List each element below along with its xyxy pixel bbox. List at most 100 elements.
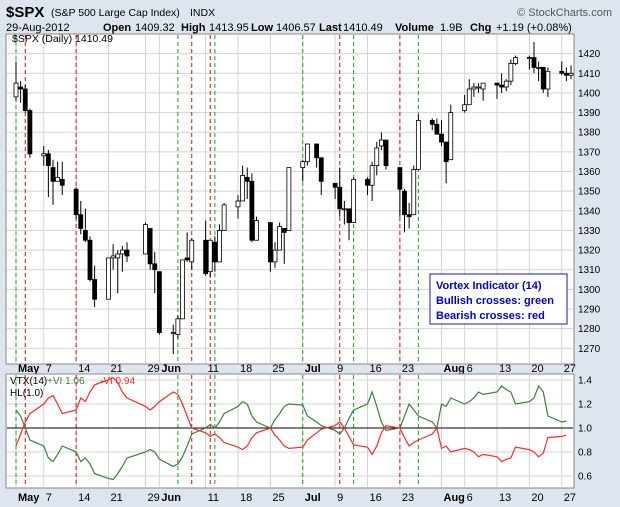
candle-up (286, 167, 292, 231)
candle-up (207, 239, 213, 273)
candle-down (184, 257, 190, 261)
candle-up (115, 253, 121, 259)
candle-down (78, 214, 84, 229)
vortex-x-tick-label: 20 (531, 492, 543, 504)
candle-up (170, 332, 176, 334)
candle-up (272, 249, 278, 263)
price-y-tick-label: 1310 (578, 265, 601, 276)
candle-down (429, 120, 435, 125)
vortex-x-axis: May 7 14 21 29 Jun 11 18 25 Jul 9 16 23 Aug 6 13 20 27 (18, 492, 576, 504)
vortex-x-tick-label: 18 (240, 492, 252, 504)
candle-up (41, 153, 47, 157)
candle-down (203, 239, 209, 275)
candle-down (397, 167, 403, 190)
candle-down (337, 186, 343, 210)
vortex-y-tick-label: 1.0 (578, 424, 592, 435)
vortex-legend-box (429, 273, 568, 325)
candle-down (281, 228, 287, 233)
price-y-tick-label: 1320 (578, 246, 601, 257)
candle-up (480, 82, 486, 90)
price-cross-lines (15, 35, 419, 363)
candle-up (300, 161, 306, 168)
hl-legend-label: HL(1.0) (10, 388, 43, 399)
candle-down (494, 82, 500, 86)
low-value: 1406.57 (276, 22, 316, 34)
candle-up (476, 86, 481, 89)
candle-up (536, 66, 542, 69)
candle-down (22, 88, 28, 112)
price-x-tick-label: 21 (111, 363, 123, 375)
candle-up (277, 226, 283, 251)
price-x-tick-label: 13 (499, 363, 511, 375)
vortex-cross-lines (15, 375, 419, 487)
price-y-tick-label: 1290 (578, 305, 601, 316)
price-y-tick-label: 1370 (578, 147, 601, 158)
price-y-tick-label: 1420 (578, 49, 601, 60)
candle-down (73, 188, 79, 216)
vortex-y-axis: 0.6 0.8 1.0 1.2 1.4 (578, 376, 592, 483)
quote-line: 29-Aug-2012 Open 1409.32 High 1413.95 Lo… (6, 22, 572, 34)
candle-up (110, 255, 116, 259)
quote-date: 29-Aug-2012 (6, 22, 70, 34)
candle-up (143, 224, 148, 255)
price-x-tick-label: Aug (444, 363, 465, 375)
candle-up (254, 220, 259, 241)
candle-down (559, 70, 565, 74)
high-value: 1413.95 (209, 22, 249, 34)
candle-down (147, 228, 153, 265)
chg-label: Chg (470, 22, 491, 34)
vortex-x-tick-label: May (18, 492, 40, 504)
price-x-axis: May 7 14 21 29 Jun 11 18 25 Jul 9 16 23 Aug 6 13 20 27 (18, 363, 576, 375)
candle-up (341, 208, 347, 211)
vortex-x-tick-label: 14 (78, 492, 90, 504)
low-label: Low (251, 22, 273, 34)
price-x-tick-label: 23 (402, 363, 414, 375)
candle-down (383, 139, 389, 167)
candle-up (526, 57, 532, 59)
candle-up (13, 82, 19, 98)
candle-up (180, 259, 185, 320)
candle-down (563, 72, 569, 76)
candle-down (212, 241, 218, 263)
candle-down (249, 180, 255, 241)
candle-down (406, 214, 412, 218)
plus-vi-line (15, 384, 567, 481)
candle-up (411, 169, 417, 216)
candle-up (55, 176, 61, 182)
price-y-tick-label: 1330 (578, 226, 601, 237)
candle-down (540, 66, 546, 90)
price-x-tick-label: 11 (208, 363, 219, 375)
candle-up (175, 318, 181, 335)
candle-up (240, 175, 246, 202)
vortex-x-tick-label: Aug (444, 492, 465, 504)
candle-down (244, 176, 250, 182)
vortex-x-tick-label: 16 (370, 492, 382, 504)
price-x-tick-label: May (18, 363, 40, 375)
price-y-tick-label: 1340 (578, 206, 601, 217)
price-y-tick-label: 1360 (578, 167, 601, 178)
legend-line-1: Vortex Indicator (14) (436, 280, 542, 292)
candle-down (50, 167, 56, 182)
vortex-legend: VTX(14) +VI 1.06 -VI 0.94 HL(1.0) (10, 376, 135, 399)
candle-down (314, 143, 320, 159)
minus-vi-line (15, 376, 567, 463)
candle-down (346, 208, 352, 223)
candle-up (568, 72, 574, 76)
candle-up (304, 143, 310, 163)
candle-up (415, 120, 421, 170)
price-x-tick-label: 6 (467, 363, 473, 375)
vortex-x-tick-label: 7 (46, 492, 52, 504)
candle-down (434, 123, 440, 135)
candle-up (351, 178, 357, 223)
vortex-x-tick-label: 13 (499, 492, 511, 504)
price-x-tick-label: 18 (240, 363, 252, 375)
price-x-tick-label: 9 (337, 363, 343, 375)
vortex-y-tick-label: 0.6 (578, 472, 592, 483)
vortex-x-tick-label: 11 (208, 492, 219, 504)
price-x-tick-label: Jul (305, 363, 321, 375)
price-x-tick-label: 7 (46, 363, 52, 375)
price-y-tick-label: 1400 (578, 88, 601, 99)
brand-label: © StockCharts.com (517, 7, 612, 19)
price-y-tick-label: 1280 (578, 324, 601, 335)
candle-down (318, 157, 324, 182)
